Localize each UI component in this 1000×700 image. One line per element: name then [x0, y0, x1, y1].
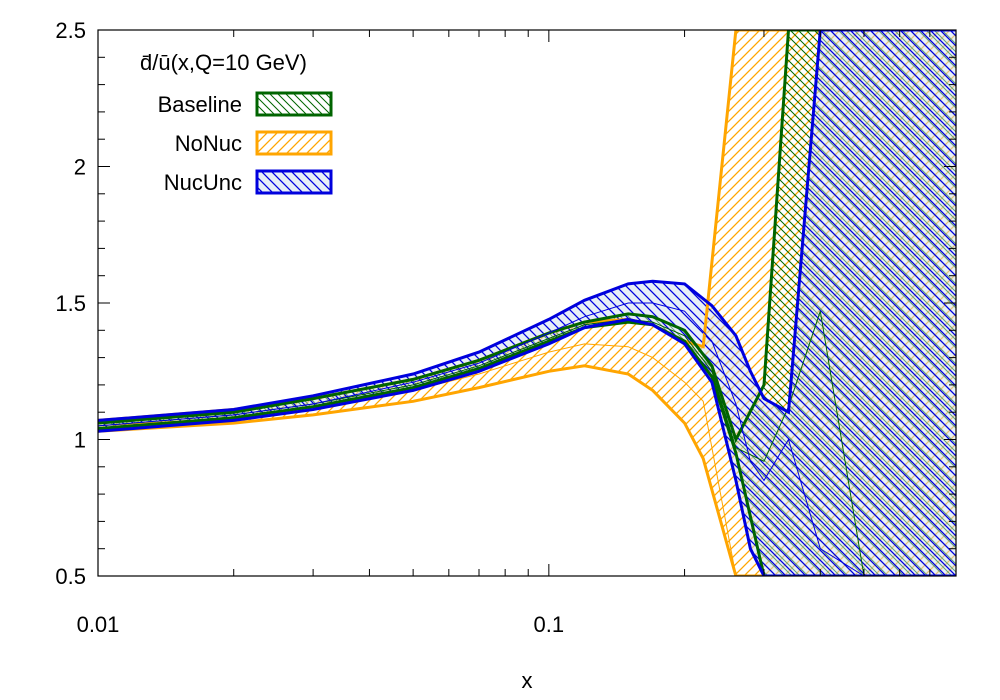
- legend-label-nonuc: NoNuc: [175, 131, 242, 156]
- baseline-upper-edge: [98, 30, 956, 444]
- legend-swatch-nucunc: [255, 169, 333, 195]
- y-tick-label: 1.5: [55, 291, 86, 316]
- legend-label-nucunc: NucUnc: [164, 170, 242, 195]
- nucunc-upper-edge: [98, 30, 956, 422]
- nonuc-lower-edge: [98, 364, 956, 576]
- axis-tick-labels: 0.5 1 1.5 2 2.5 0.01 0.1: [55, 18, 564, 637]
- y-tick-label: 0.5: [55, 564, 86, 589]
- lines-layer: [98, 30, 956, 576]
- axis-ticks: [97, 29, 957, 577]
- nucunc-central-line: [98, 302, 956, 576]
- chart-title: d̄/ū(x,Q=10 GeV): [140, 50, 307, 75]
- y-tick-label: 1: [74, 428, 86, 453]
- nucunc-lower-edge: [98, 317, 956, 576]
- x-axis-label: x: [522, 668, 533, 693]
- legend-swatch-baseline: [255, 91, 333, 117]
- x-tick-label: 0.01: [77, 612, 120, 637]
- x-tick-label: 0.1: [534, 612, 565, 637]
- baseline-central-line: [98, 311, 956, 576]
- bands-layer: [98, 30, 956, 576]
- y-tick-label: 2: [74, 155, 86, 180]
- legend: Baseline NoNuc NucUnc: [158, 91, 333, 195]
- legend-swatch-nonuc: [255, 130, 333, 156]
- y-tick-label: 2.5: [55, 18, 86, 43]
- band-nucunc: [98, 30, 956, 576]
- legend-label-baseline: Baseline: [158, 92, 242, 117]
